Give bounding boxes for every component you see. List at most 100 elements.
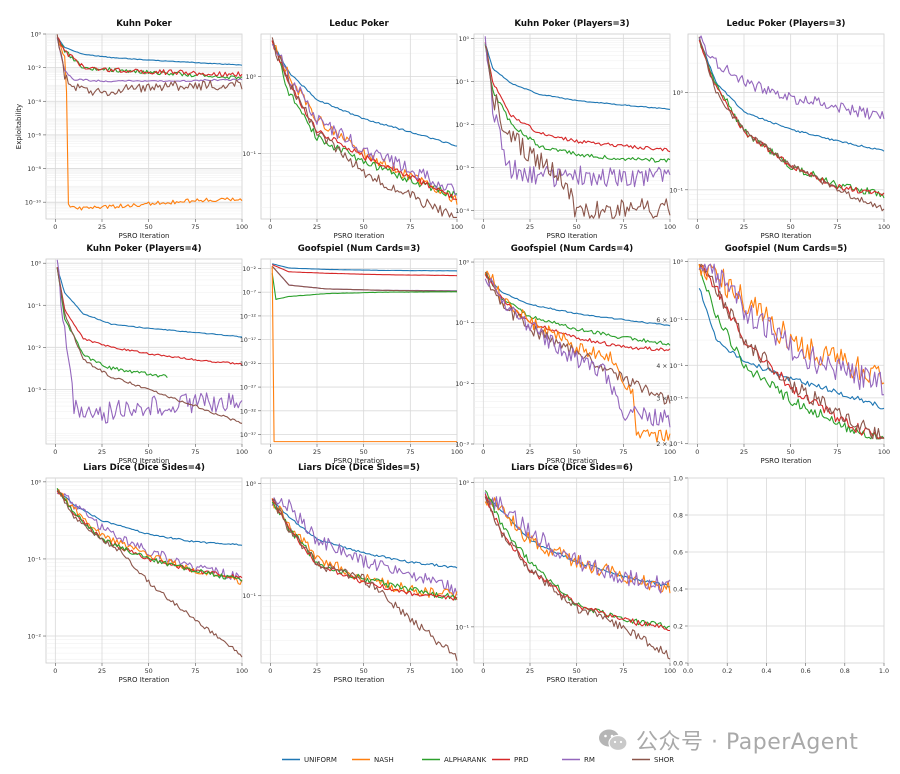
- series-line-uniform: [272, 263, 458, 272]
- series-line-alpharank: [484, 272, 671, 346]
- x-tick-label: 100: [236, 667, 248, 675]
- y-tick-label: 10⁰: [459, 480, 470, 487]
- series-line-rm: [56, 259, 243, 424]
- y-tick-label: 10⁰: [459, 260, 470, 267]
- series-line-uniform: [56, 36, 243, 66]
- axes-frame: [45, 33, 243, 220]
- x-tick-label: 0: [695, 448, 699, 456]
- y-axis-label: Exploitability: [15, 104, 23, 149]
- y-tick-label: 10⁻¹: [242, 593, 256, 600]
- legend-label-alpharank: ALPHARANK: [444, 756, 487, 764]
- y-tick-label: 0.0: [673, 661, 683, 668]
- series-line-prd: [484, 273, 671, 352]
- series-line-nash: [484, 496, 671, 594]
- series-line-uniform: [56, 489, 243, 546]
- x-tick-label: 50: [787, 448, 795, 456]
- panel-liars-dice-dice-sides-5: 10⁰ 10⁻¹ 0 25 50 75 100 Liars Dice (Dice Sides=…: [242, 463, 463, 684]
- x-tick-label: 75: [406, 667, 414, 675]
- panel-liars-dice-dice-sides-6: 10⁰ 10⁻¹ 0 25 50 75 100 Liars Dice (Dice Sides=…: [455, 463, 676, 684]
- series-line-rm: [271, 497, 458, 596]
- y-tick-label: 10⁰: [31, 261, 42, 268]
- y-tick-label: 10⁰: [459, 36, 470, 43]
- series-line-alpharank: [698, 264, 885, 440]
- y-tick-label: 10⁻¹²: [240, 313, 257, 320]
- series-line-shor: [271, 37, 457, 219]
- x-tick-label: 0.4: [761, 667, 771, 675]
- series-line-prd: [484, 42, 671, 153]
- x-tick-label: 0: [53, 223, 57, 231]
- y-tick-label: 10⁻³⁷: [240, 432, 257, 439]
- y-tick-label: 10⁰: [673, 90, 684, 97]
- y-tick-label: 0.8: [673, 513, 683, 520]
- y-tick-label: 10⁻¹⁷: [240, 337, 257, 344]
- series-line-rm: [698, 35, 885, 120]
- x-tick-label: 25: [313, 448, 321, 456]
- x-tick-label: 100: [236, 448, 248, 456]
- x-tick-label: 100: [451, 667, 463, 675]
- x-tick-label: 100: [664, 667, 676, 675]
- series-line-nash: [271, 266, 457, 443]
- y-tick-label: 10⁻²: [242, 266, 256, 273]
- series-line-alpharank: [698, 37, 885, 199]
- wechat-icon: [599, 729, 628, 752]
- x-tick-label: 75: [406, 448, 414, 456]
- panel-kuhn-poker-players-4: 10⁰ 10⁻¹ 10⁻² 10⁻³ 0 25 50 75 100 Kuhn Poker (Pla…: [27, 244, 248, 465]
- x-tick-label: 25: [98, 667, 106, 675]
- y-tick-label: 10⁻¹: [27, 303, 41, 310]
- x-tick-label: 75: [833, 223, 841, 231]
- x-tick-label: 0: [481, 223, 485, 231]
- x-tick-label: 100: [451, 223, 463, 231]
- series-line-shor: [56, 489, 243, 658]
- x-tick-label: 75: [619, 667, 627, 675]
- x-tick-label: 0.0: [683, 667, 693, 675]
- axes-frame: [45, 477, 243, 664]
- y-tick-label: 10⁻²: [27, 634, 41, 641]
- y-tick-label: 0.6: [673, 550, 683, 557]
- x-tick-label: 1.0: [879, 667, 889, 675]
- watermark-text: 公众号 · PaperAgent: [636, 730, 859, 755]
- series-line-shor: [271, 498, 458, 661]
- y-tick-label: 10⁰: [31, 32, 42, 39]
- x-tick-label: 75: [191, 223, 199, 231]
- x-tick-label: 0.2: [722, 667, 732, 675]
- series-line-prd: [56, 266, 243, 366]
- x-tick-label: 50: [145, 448, 153, 456]
- x-tick-label: 0: [481, 448, 485, 456]
- series-line-alpharank: [484, 43, 671, 163]
- y-tick-label: 10⁻¹: [669, 187, 683, 194]
- panel-title: Goofspiel (Num Cards=4): [511, 244, 634, 254]
- y-tick-label: 10⁻³²: [240, 408, 257, 415]
- series-line-shor: [271, 265, 458, 292]
- x-tick-label: 100: [236, 223, 248, 231]
- series-line-shor: [484, 496, 671, 660]
- axes-frame: [260, 477, 458, 664]
- x-tick-label: 0.8: [840, 667, 850, 675]
- series-line-alpharank: [56, 487, 243, 582]
- x-axis-label: PSRO Iteration: [334, 232, 385, 240]
- panel-title: Liars Dice (Dice Sides=4): [83, 463, 205, 473]
- legend: UNIFORM NASH ALPHARANK PRD RM SHOR: [282, 756, 674, 764]
- panel-title: Leduc Poker: [329, 19, 389, 29]
- axes-frame: [687, 477, 885, 664]
- series-line-uniform: [271, 500, 458, 569]
- x-tick-label: 50: [573, 667, 581, 675]
- panel-title: Goofspiel (Num Cards=3): [298, 244, 421, 254]
- panel-title: Leduc Poker (Players=3): [726, 19, 845, 29]
- series-line-shor: [56, 34, 243, 97]
- x-tick-label: 25: [740, 448, 748, 456]
- x-tick-label: 0: [481, 667, 485, 675]
- x-tick-label: 100: [878, 223, 890, 231]
- y-tick-label: 10⁻⁷: [242, 290, 256, 297]
- series-line-uniform: [56, 267, 243, 338]
- axes-frame: [687, 258, 885, 445]
- x-axis-label: PSRO Iteration: [547, 232, 598, 240]
- x-tick-label: 0: [268, 223, 272, 231]
- y-tick-label: 10⁰: [31, 479, 42, 486]
- x-axis-label: PSRO Iteration: [547, 676, 598, 684]
- panel-leduc-poker: 10⁰ 10⁻¹ 0 25 50 75 100 Leduc Poker PSRO Iterati…: [242, 19, 463, 240]
- axes-frame: [473, 477, 671, 664]
- y-tick-label: 10⁻⁸: [27, 166, 41, 173]
- panel-title: Liars Dice (Dice Sides=6): [511, 463, 633, 473]
- y-tick-label: 10⁰: [246, 74, 257, 81]
